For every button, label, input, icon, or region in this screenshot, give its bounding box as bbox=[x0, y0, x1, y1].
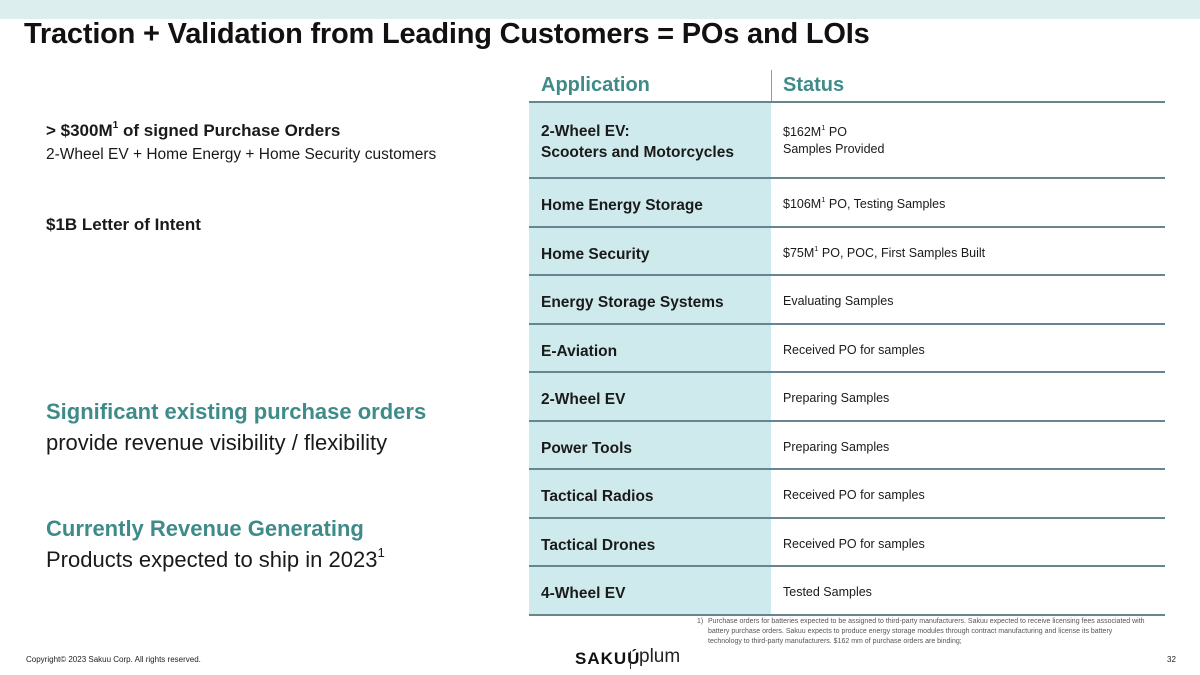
application-label: 2-Wheel EV: Scooters and Motorcycles bbox=[541, 123, 734, 161]
application-cell bbox=[529, 324, 771, 371]
application-label: Tactical Drones bbox=[541, 536, 656, 554]
page-number: 32 bbox=[1167, 655, 1176, 664]
top-accent-bar bbox=[0, 0, 1200, 19]
application-label: Home Energy Storage bbox=[541, 197, 703, 214]
copyright-notice: Copyright© 2023 Sakuu Corp. All rights r… bbox=[26, 655, 201, 664]
table-row: 2-Wheel EV Preparing Samples bbox=[529, 373, 1165, 422]
application-cell bbox=[529, 276, 771, 323]
table-row: Home Energy Storage $106M1 PO, Testing S… bbox=[529, 179, 1165, 228]
application-label: Power Tools bbox=[541, 439, 633, 457]
highlight-revenue-title: Currently Revenue Generating bbox=[46, 516, 364, 541]
application-cell bbox=[529, 470, 771, 517]
logo-divider bbox=[630, 651, 631, 669]
plum-logo: plum bbox=[639, 646, 681, 667]
table-row: 2-Wheel EV: Scooters and Motorcycles $162… bbox=[529, 103, 1165, 179]
applications-table: Application Status 2-Wheel EV: Scooters a… bbox=[529, 70, 1165, 616]
status-label: Preparing Samples bbox=[783, 439, 890, 454]
status-label: Tested Samples bbox=[783, 585, 872, 599]
table-row: E-Aviation Received PO for samples bbox=[529, 324, 1165, 373]
application-label: E-Aviation bbox=[541, 342, 618, 360]
table-row: 4-Wheel EV Tested Samples bbox=[529, 567, 1165, 616]
status-label: Preparing Samples bbox=[783, 391, 890, 405]
application-cell bbox=[529, 567, 771, 614]
po-headline: > $300M1 of signed Purchase Orders bbox=[46, 120, 341, 140]
footnote-text: Purchase orders for batteries expected t… bbox=[708, 618, 1145, 645]
status-label: Received PO for samples bbox=[783, 342, 925, 357]
status-label: Received PO for samples bbox=[783, 488, 925, 502]
loi-headline: $1B Letter of Intent bbox=[46, 215, 201, 234]
highlight-revenue-body: Products expected to ship in 20231 bbox=[46, 545, 385, 572]
table-row: Home Security $75M1 PO, POC, First Sampl… bbox=[529, 227, 1165, 276]
status-label: $75M1 PO, POC, First Samples Built bbox=[783, 243, 986, 260]
application-label: Energy Storage Systems bbox=[541, 294, 724, 311]
application-cell bbox=[529, 373, 771, 420]
status-label: $106M1 PO, Testing Samples bbox=[783, 195, 946, 211]
table-row: Energy Storage Systems Evaluating Sample… bbox=[529, 276, 1165, 325]
po-subline: 2-Wheel EV + Home Energy + Home Security… bbox=[46, 146, 437, 163]
application-cell bbox=[529, 103, 771, 177]
application-label: Home Security bbox=[541, 245, 650, 263]
header-status: Status bbox=[783, 74, 845, 96]
application-cell bbox=[529, 421, 771, 468]
status-label: Evaluating Samples bbox=[783, 294, 894, 308]
status-label: Received PO for samples bbox=[783, 536, 925, 551]
page-title: Traction + Validation from Leading Custo… bbox=[24, 18, 870, 50]
application-cell bbox=[529, 518, 771, 565]
header-divider bbox=[771, 70, 772, 101]
footnote-number: 1) bbox=[697, 618, 704, 625]
application-label: 4-Wheel EV bbox=[541, 585, 626, 602]
highlight-purchase-orders-body: provide revenue visibility / flexibility bbox=[46, 430, 388, 455]
application-label: Tactical Radios bbox=[541, 488, 654, 505]
table-row: Tactical Radios Received PO for samples bbox=[529, 470, 1165, 519]
status-label: $162M1 PO Samples Provided bbox=[783, 123, 885, 156]
sakuu-logo: SAKUÚ bbox=[575, 649, 641, 668]
table-row: Tactical Drones Received PO for samples bbox=[529, 518, 1165, 567]
application-label: 2-Wheel EV bbox=[541, 391, 626, 408]
application-cell bbox=[529, 179, 771, 226]
header-application: Application bbox=[541, 74, 650, 96]
highlight-purchase-orders-title: Significant existing purchase orders bbox=[46, 399, 427, 424]
table-header: Application Status bbox=[529, 70, 1165, 103]
application-cell bbox=[529, 227, 771, 274]
table-row: Power Tools Preparing Samples bbox=[529, 421, 1165, 470]
